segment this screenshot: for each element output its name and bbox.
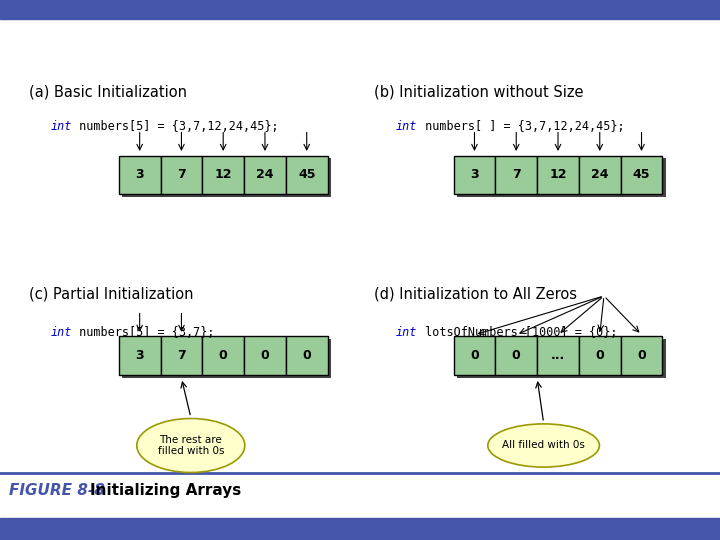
Text: Initializing Arrays: Initializing Arrays: [90, 483, 241, 498]
Text: 0: 0: [219, 349, 228, 362]
FancyBboxPatch shape: [244, 156, 286, 194]
FancyBboxPatch shape: [495, 336, 537, 375]
FancyBboxPatch shape: [621, 336, 662, 375]
Text: 12: 12: [215, 168, 232, 181]
Text: 0: 0: [595, 349, 604, 362]
Text: 7: 7: [177, 349, 186, 362]
FancyBboxPatch shape: [579, 336, 621, 375]
FancyBboxPatch shape: [537, 156, 579, 194]
Bar: [457, 158, 666, 197]
Text: 7: 7: [177, 168, 186, 181]
FancyBboxPatch shape: [454, 156, 495, 194]
FancyBboxPatch shape: [161, 156, 202, 194]
Text: All filled with 0s: All filled with 0s: [502, 441, 585, 450]
Text: lotsOfNumbers [1000] = {0};: lotsOfNumbers [1000] = {0};: [418, 326, 617, 339]
Text: 24: 24: [256, 168, 274, 181]
Text: Computer Science : A Structured Programming Approach Using C: Computer Science : A Structured Programm…: [9, 525, 305, 534]
FancyBboxPatch shape: [537, 336, 579, 375]
Text: int: int: [396, 120, 418, 133]
Text: The rest are
filled with 0s: The rest are filled with 0s: [158, 435, 224, 456]
FancyBboxPatch shape: [202, 336, 244, 375]
Text: (c) Partial Initialization: (c) Partial Initialization: [29, 287, 193, 302]
FancyBboxPatch shape: [621, 156, 662, 194]
FancyBboxPatch shape: [202, 156, 244, 194]
Text: int: int: [50, 326, 72, 339]
Text: (d) Initialization to All Zeros: (d) Initialization to All Zeros: [374, 287, 577, 302]
Text: 45: 45: [633, 168, 650, 181]
FancyBboxPatch shape: [454, 336, 495, 375]
FancyBboxPatch shape: [579, 156, 621, 194]
Ellipse shape: [487, 424, 599, 467]
Text: numbers[ ] = {3,7,12,24,45};: numbers[ ] = {3,7,12,24,45};: [418, 120, 624, 133]
FancyBboxPatch shape: [286, 336, 328, 375]
Text: numbers[5] = {3,7,12,24,45};: numbers[5] = {3,7,12,24,45};: [72, 120, 279, 133]
Text: int: int: [396, 326, 418, 339]
Text: int: int: [50, 120, 72, 133]
FancyBboxPatch shape: [119, 156, 161, 194]
Text: 3: 3: [135, 349, 144, 362]
Bar: [0, 0, 720, 19]
Bar: [457, 339, 666, 378]
Text: 12: 12: [549, 168, 567, 181]
Text: numbers[5] = {3,7};: numbers[5] = {3,7};: [72, 326, 215, 339]
FancyBboxPatch shape: [119, 336, 161, 375]
Text: 45: 45: [298, 168, 315, 181]
Text: (b) Initialization without Size: (b) Initialization without Size: [374, 84, 584, 99]
Text: 24: 24: [591, 168, 608, 181]
Text: (a) Basic Initialization: (a) Basic Initialization: [29, 84, 186, 99]
FancyBboxPatch shape: [244, 336, 286, 375]
Text: 5: 5: [706, 525, 711, 534]
Text: ...: ...: [551, 349, 565, 362]
Bar: [122, 158, 331, 197]
Text: FIGURE 8-8: FIGURE 8-8: [9, 483, 104, 498]
Text: 0: 0: [512, 349, 521, 362]
Text: 0: 0: [470, 349, 479, 362]
Bar: [0, 518, 720, 540]
Bar: [122, 339, 331, 378]
Ellipse shape: [137, 418, 245, 472]
Text: 3: 3: [135, 168, 144, 181]
FancyBboxPatch shape: [286, 156, 328, 194]
Text: 0: 0: [302, 349, 311, 362]
Text: 0: 0: [637, 349, 646, 362]
FancyBboxPatch shape: [161, 336, 202, 375]
Text: 7: 7: [512, 168, 521, 181]
Text: 3: 3: [470, 168, 479, 181]
Text: 0: 0: [261, 349, 269, 362]
FancyBboxPatch shape: [495, 156, 537, 194]
